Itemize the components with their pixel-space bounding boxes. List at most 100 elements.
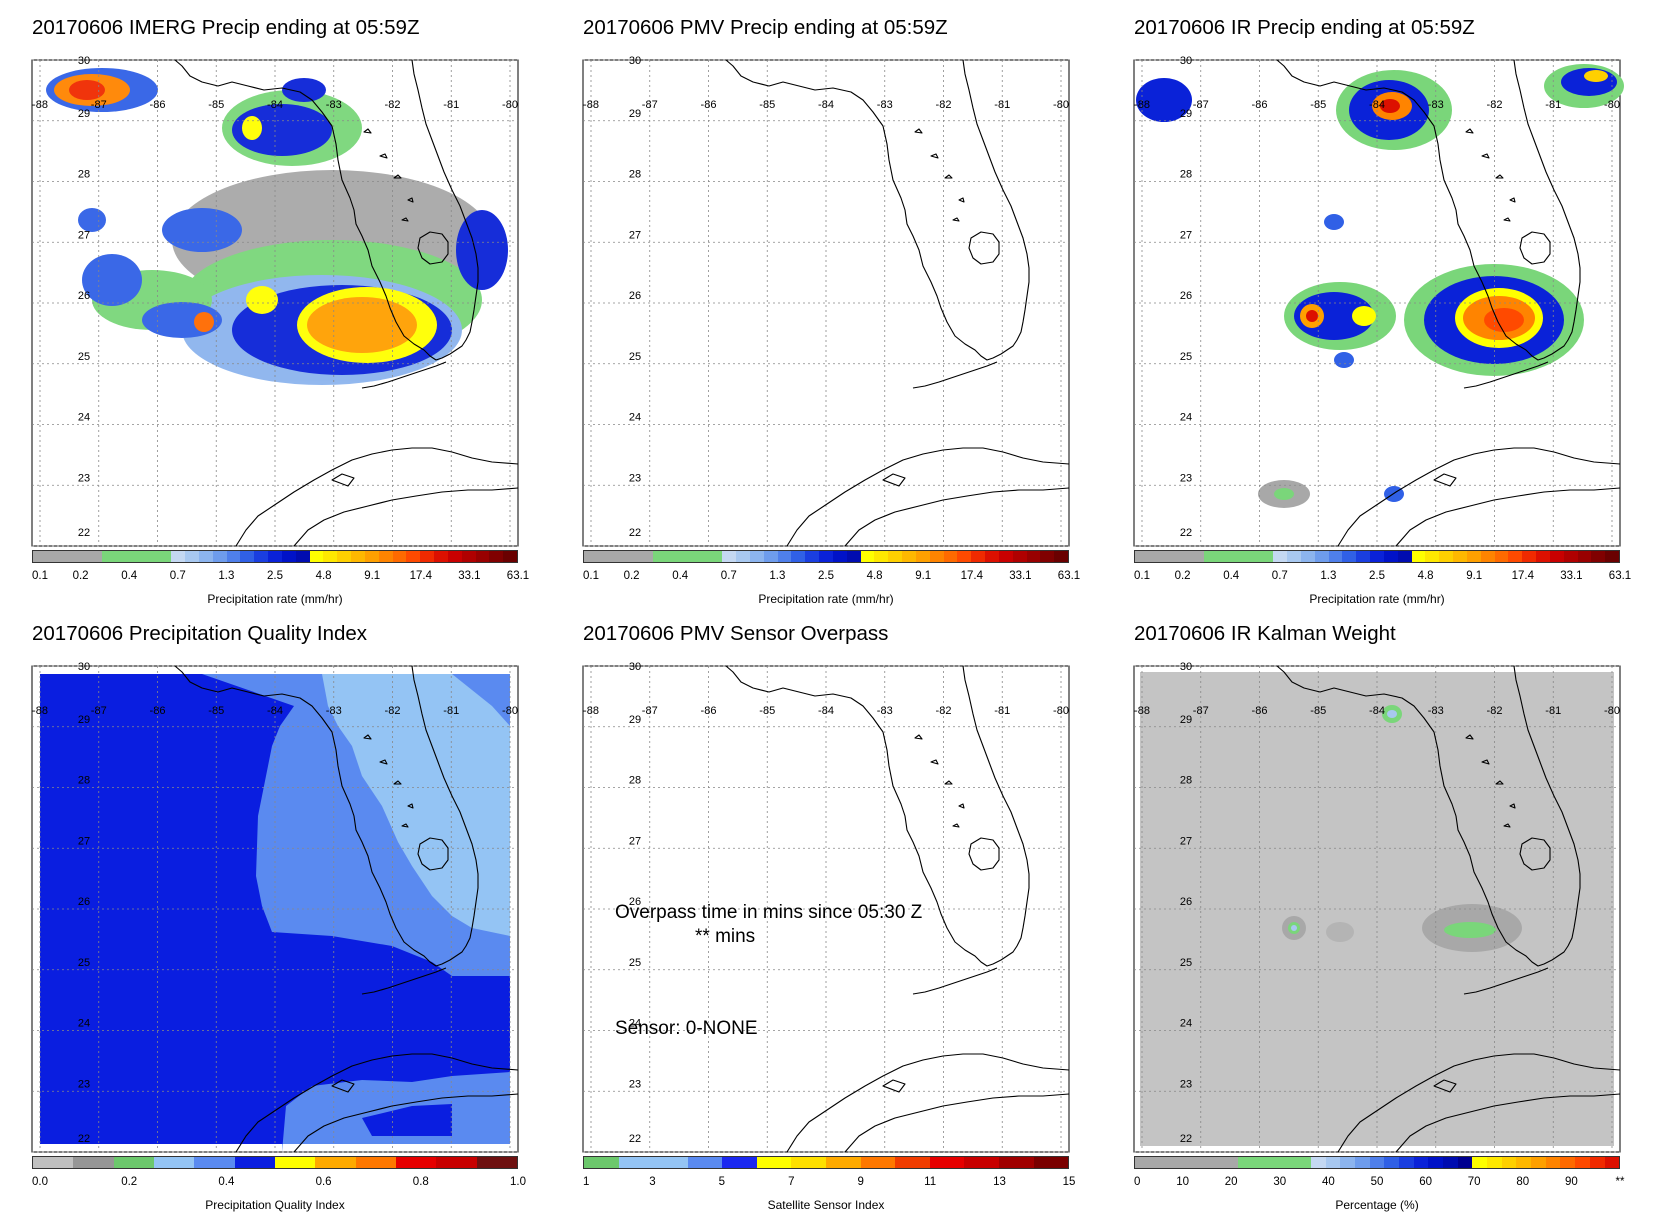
colorbar-tick-label: 4.8 [315,570,332,582]
colorbar-swatch [1012,551,1027,562]
panel-title: 20170606 PMV Sensor Overpass [583,622,889,645]
colorbar-tick-label: 1 [583,1176,590,1188]
colorbar-tick-label: 63.1 [1608,570,1632,582]
colorbar-tick-label: 13 [993,1176,1006,1188]
colorbar-tick-label: 33.1 [1009,570,1032,582]
panel-quality-index: 20170606 Precipitation Quality Index -88… [0,606,551,1212]
colorbar-swatch [1369,1157,1385,1168]
colorbar-swatch [212,551,227,562]
colorbar-tick-label: 3 [649,1176,656,1188]
colorbar-swatch [1267,1157,1282,1168]
colorbar-tick-label: 0.1 [583,570,599,582]
colorbar-ticks: 0.1 0.2 0.4 0.7 1.3 2.5 4.8 9.1 17.4 33.1 63.1 [32,570,529,586]
lat-label: 23 [78,1078,90,1090]
lat-label: 30 [1180,55,1192,67]
colorbar-swatch [756,1157,792,1168]
panel-sensor-overpass: 20170606 PMV Sensor Overpass -88 -87 -86 -8… [551,606,1102,1212]
colorbar-swatch [1508,551,1523,562]
colorbar-swatch [1273,551,1288,562]
colorbar-swatch [1314,551,1329,562]
colorbar-swatch [378,551,393,562]
colorbar-tick-label: 60 [1419,1176,1432,1188]
colorbar-swatch [1245,551,1260,562]
colorbar-swatch [1428,1157,1444,1168]
lon-label: -83 [877,705,893,717]
lat-label: 28 [78,775,90,787]
colorbar-swatch [1549,551,1564,562]
colorbar-ticks: 0.1 0.2 0.4 0.7 1.3 2.5 4.8 9.1 17.4 33.1 63.1 [583,570,1080,586]
colorbar-swatch [102,551,116,562]
colorbar-swatch [1545,1157,1561,1168]
colorbar-tick-label: 17.4 [960,570,983,582]
colorbar-swatch [1472,1157,1488,1168]
colorbar-swatch [351,551,365,562]
lat-label: 25 [629,957,641,969]
panel-ir: 20170606 IR Precip ending at 05:59Z [1102,0,1653,606]
colorbar-tick-label: 0.0 [32,1176,48,1188]
lon-label: -85 [1310,99,1326,111]
lat-label: 24 [78,1018,90,1030]
panel-title: 20170606 IR Kalman Weight [1134,622,1396,645]
colorbar-tick-label: 30 [1273,1176,1287,1188]
colorbar-label: Percentage (%) [1335,1198,1419,1212]
colorbar-swatch [392,551,407,562]
colorbar-swatch [1281,1157,1297,1168]
lon-label: -81 [994,705,1010,717]
colorbar-swatch [185,551,199,562]
lon-label: -86 [1252,705,1268,717]
colorbar-tick-label: 40 [1321,1176,1335,1188]
colorbar-tick-label: 9 [857,1176,864,1188]
lat-label: 30 [78,661,90,673]
lon-label: -84 [267,99,283,111]
lat-label: 24 [629,412,641,424]
lon-label: -88 [583,99,599,111]
colorbar-swatch [1487,1157,1502,1168]
colorbar-swatch [777,551,792,562]
colorbar-swatch [1300,551,1315,562]
colorbar-swatch [1399,1157,1414,1168]
map-plot: -88 -87 -86 -85 -84 -83 -82 -81 -80 30 29 28 27 26 25 2… [1133,55,1624,547]
lat-label: 27 [1180,229,1192,241]
colorbar-swatch [694,551,709,562]
colorbar [583,1156,1069,1169]
colorbar-swatch [929,1157,965,1168]
lon-label: -85 [1310,705,1326,717]
lat-label: 30 [629,661,641,673]
colorbar-swatch [234,1157,275,1168]
colorbar-swatch [1384,1157,1400,1168]
panel-kalman-weight: 20170606 IR Kalman Weight -88 -87 -86 -85 -8… [1102,606,1653,1212]
lon-label: -82 [1487,705,1503,717]
colorbar-swatch [1040,551,1055,562]
colorbar-swatch [902,551,916,562]
colorbar-swatch [447,551,462,562]
lat-label: 25 [1180,957,1192,969]
colorbar-swatch [1577,551,1592,562]
colorbar-tick-label: ** [1615,1176,1625,1188]
colorbar-swatch [1026,551,1041,562]
colorbar-swatch [985,551,999,562]
lon-label: -86 [150,99,166,111]
colorbar-swatch [653,1157,688,1168]
colorbar-swatch [860,551,875,562]
colorbar-swatch [680,551,695,562]
colorbar-swatch [171,551,186,562]
colorbar-swatch [281,551,296,562]
lat-label: 28 [1180,775,1192,787]
colorbar-swatch [915,551,930,562]
colorbar-tick-label: 33.1 [1560,570,1583,582]
lat-label: 30 [78,55,90,67]
colorbar-swatch [687,1157,723,1168]
lon-label: -83 [1428,99,1444,111]
lat-label: 26 [78,290,90,302]
map-plot: -88 -87 -86 -85 -84 -83 -82 -81 -80 30 29 28 27 26 25 2… [582,55,1070,547]
colorbar-swatch [1443,1157,1458,1168]
colorbar-swatch [895,1157,930,1168]
colorbar-swatch [1231,551,1246,562]
colorbar-tick-label: 0.2 [623,570,640,582]
colorbar-swatch [1480,551,1495,562]
lat-label: 23 [1180,1078,1192,1090]
colorbar-swatch [1296,1157,1312,1168]
colorbar-swatch [846,551,861,562]
colorbar-swatch [33,1157,74,1168]
colorbar-swatch [60,551,75,562]
